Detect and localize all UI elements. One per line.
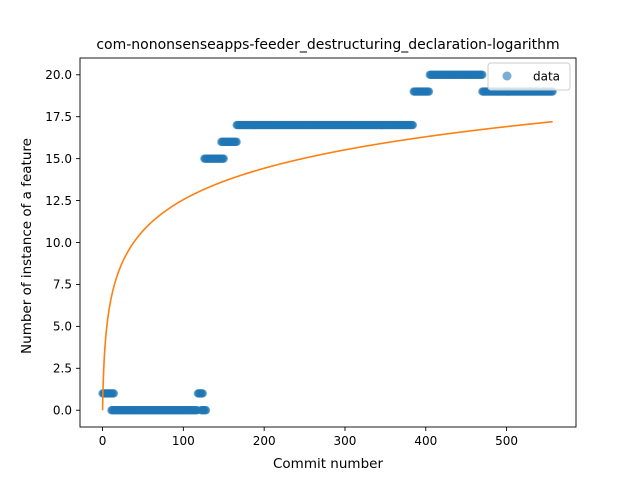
y-tick-label: 0.0 [53,404,72,418]
fit-line [101,120,553,411]
legend-marker-data [502,71,512,81]
data-points [98,70,557,415]
axes-layer: 0 100 200 300 400 500 0.0 2.5 5.0 7.5 10.0 12.5 15.0… [45,57,577,448]
legend-box [487,62,571,91]
legend: data [487,62,571,91]
data-point [219,154,228,163]
data-point [424,87,434,96]
legend-label-data: data [533,70,560,84]
y-tick-label: 10.0 [45,236,72,250]
y-tick-label: 15.0 [45,152,72,166]
x-tick-label: 100 [172,434,195,448]
y-axis-label: Number of instance of a feature [19,138,35,354]
y-tick-label: 17.5 [45,110,72,124]
chart-title: com-nononsenseapps-feeder_destructuring_… [96,37,559,53]
data-point [232,137,241,147]
x-tick-label: 300 [334,434,357,448]
x-tick-label: 200 [253,434,276,448]
plot-background [80,58,576,427]
plot-area [80,58,576,427]
y-tick-label: 7.5 [53,278,72,292]
x-tick-label: 400 [414,434,437,448]
data-point [478,70,487,79]
y-tick-label: 5.0 [53,320,72,334]
y-tick-label: 2.5 [53,362,72,376]
data-point [408,120,418,130]
data-point [109,389,119,398]
data-layer [98,70,557,415]
data-point [198,389,207,398]
data-point [201,406,211,415]
x-tick-label: 0 [99,434,107,448]
y-tick-label: 20.0 [45,68,72,82]
x-axis-label: Commit number [273,456,383,472]
y-tick-label: 12.5 [45,194,72,208]
x-tick-label: 500 [495,434,518,448]
